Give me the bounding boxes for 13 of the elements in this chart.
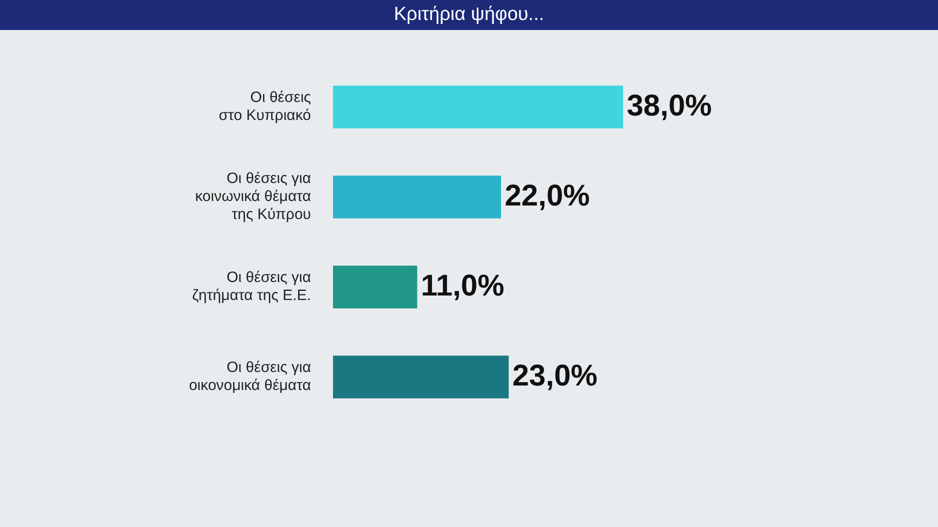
chart-title: Κριτήρια ψήφου... bbox=[0, 0, 938, 30]
data-label: 23,0% bbox=[512, 359, 598, 392]
y-tick-label: Οι θέσεις για οικονομικά θέματα bbox=[188, 359, 312, 394]
y-tick-label: Οι θέσεις για κοινωνικά θέματα της Κύπρου bbox=[195, 170, 312, 224]
bar bbox=[333, 176, 502, 218]
bar bbox=[333, 86, 624, 128]
y-tick-label: Οι θέσεις για ζητήματα της Ε.Ε. bbox=[192, 269, 312, 304]
y-tick-label: Οι θέσεις στο Κυπριακό bbox=[218, 89, 311, 124]
data-label: 38,0% bbox=[626, 89, 712, 122]
bar bbox=[333, 266, 418, 308]
data-label: 11,0% bbox=[420, 269, 504, 302]
bar bbox=[333, 356, 509, 398]
data-label: 22,0% bbox=[504, 179, 590, 212]
